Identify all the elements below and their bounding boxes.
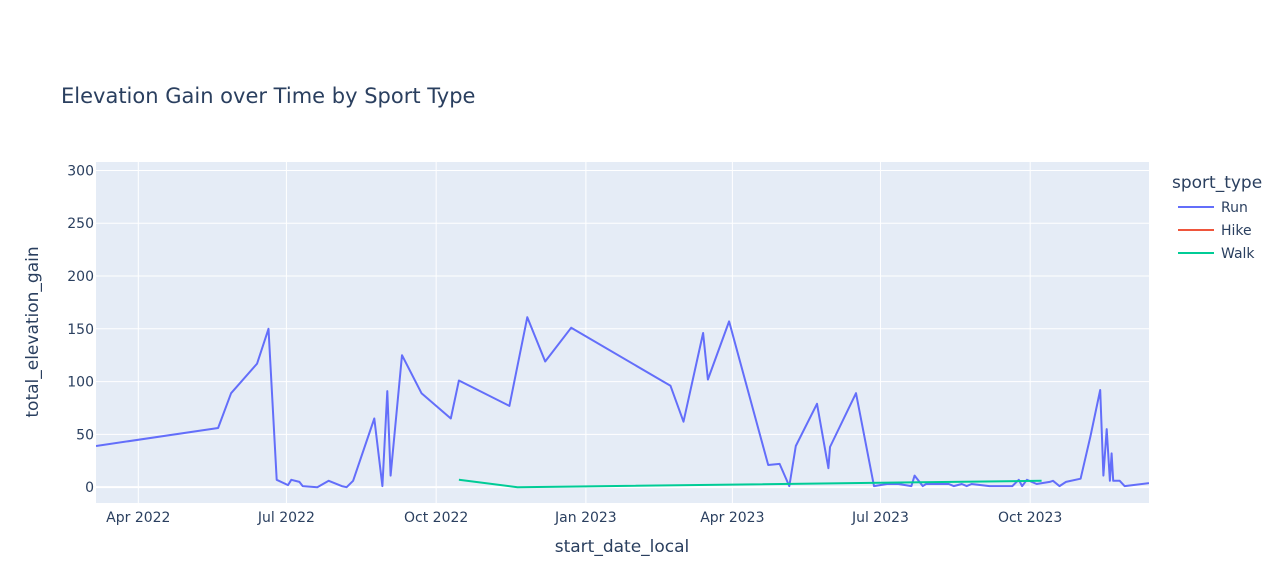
plot-area bbox=[96, 162, 1149, 503]
x-tick-label: Oct 2023 bbox=[998, 510, 1062, 526]
x-tick-label: Jul 2022 bbox=[257, 510, 315, 526]
legend-label: Hike bbox=[1221, 223, 1252, 239]
x-tick-labels: Apr 2022 Jul 2022 Oct 2022 Jan 2023 Apr 2023… bbox=[106, 510, 1062, 526]
y-tick-label: 300 bbox=[67, 163, 94, 179]
x-tick-label: Apr 2022 bbox=[106, 510, 170, 526]
y-tick-label: 200 bbox=[67, 269, 94, 285]
y-tick-label: 250 bbox=[67, 216, 94, 232]
y-tick-label: 100 bbox=[67, 375, 94, 391]
x-tick-label: Oct 2022 bbox=[404, 510, 468, 526]
legend-item-hike[interactable]: Hike bbox=[1178, 223, 1252, 239]
x-gridlines bbox=[137, 162, 1031, 503]
y-axis-title: total_elevation_gain bbox=[23, 246, 43, 417]
series-lines bbox=[96, 316, 1149, 489]
x-axis-title: start_date_local bbox=[555, 537, 690, 557]
series-line-run bbox=[96, 316, 1149, 489]
legend-item-walk[interactable]: Walk bbox=[1178, 246, 1255, 262]
plot-clip bbox=[96, 316, 1149, 489]
x-tick-label: Jul 2023 bbox=[851, 510, 909, 526]
legend: sport_type Run Hike Walk bbox=[1172, 173, 1262, 262]
series-line-walk bbox=[458, 478, 1042, 489]
legend-item-run[interactable]: Run bbox=[1178, 200, 1248, 216]
chart-title: Elevation Gain over Time by Sport Type bbox=[61, 84, 475, 108]
x-tick-label: Jan 2023 bbox=[554, 510, 617, 526]
legend-label: Walk bbox=[1221, 246, 1255, 262]
y-tick-label: 0 bbox=[85, 480, 94, 496]
legend-title: sport_type bbox=[1172, 173, 1262, 193]
legend-label: Run bbox=[1221, 200, 1248, 216]
y-tick-label: 50 bbox=[76, 427, 94, 443]
y-tick-label: 150 bbox=[67, 322, 94, 338]
x-tick-label: Apr 2023 bbox=[700, 510, 764, 526]
y-tick-labels: 0 50 100 150 200 250 300 bbox=[67, 163, 94, 496]
